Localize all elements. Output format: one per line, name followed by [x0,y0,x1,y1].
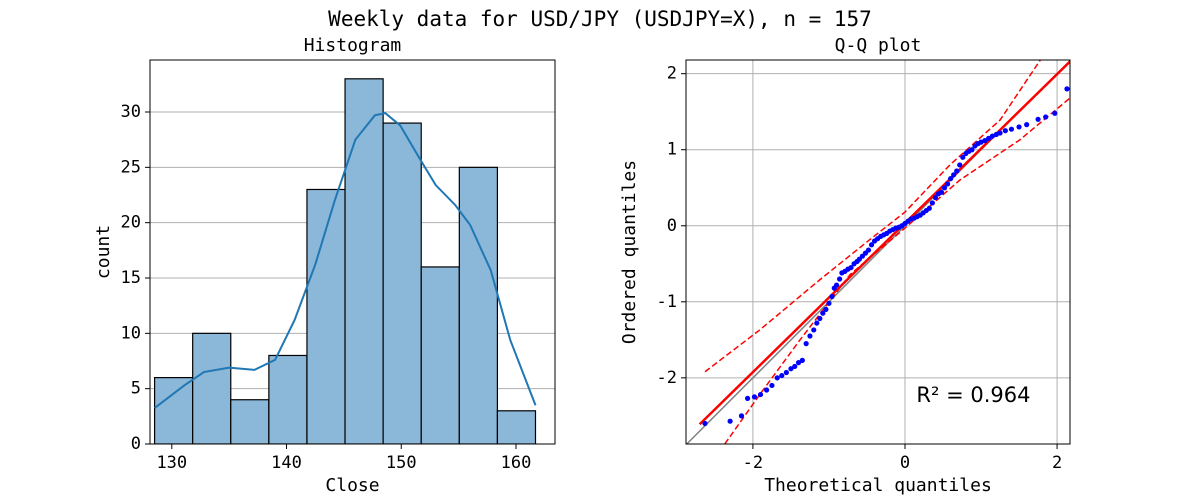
point [783,369,789,376]
y-tick-label: 1 [667,140,677,160]
y-tick-label: -2 [657,368,677,388]
point [926,205,932,211]
point [1035,116,1041,122]
y-tick-label: 10 [121,323,141,343]
axes-frame [685,59,1071,445]
point [929,200,935,206]
point [960,154,966,160]
point [779,372,785,379]
point [803,341,809,347]
point [932,195,939,201]
point [1008,126,1015,132]
point [1043,114,1049,120]
point [833,282,840,288]
axes-frame [149,59,556,445]
point [764,387,770,393]
point [774,375,780,381]
bar [420,266,460,444]
point [941,185,948,191]
point [807,333,813,339]
x-axis-label: Theoretical quantiles [764,475,992,496]
point [751,394,758,400]
point [795,360,802,366]
bar [344,78,384,444]
plot-area [150,78,555,444]
point [738,413,745,419]
x-tick-label: 0 [900,453,910,473]
y-tick-label: 0 [667,216,677,236]
point [788,366,794,372]
bar [230,399,270,444]
point [814,320,820,326]
fit-line [698,60,1070,426]
point [792,363,798,370]
plot-area [686,60,1070,444]
y-tick-label: 15 [121,268,141,288]
point [837,276,843,282]
x-tick-label: -2 [743,453,763,473]
point [1052,110,1058,116]
bar [192,332,232,444]
point [799,357,805,363]
point [865,247,872,253]
x-tick-label: 2 [1052,453,1062,473]
y-tick-label: 25 [121,157,141,177]
point [1064,86,1070,92]
point [954,168,960,174]
point [944,181,951,187]
point [986,135,992,141]
y-tick-label: 0 [131,434,141,454]
point [938,189,945,195]
point [969,147,975,153]
point [1024,122,1030,128]
point [702,420,708,427]
point [769,382,775,389]
point [1002,128,1008,134]
confidence-band [724,97,1070,444]
y-tick-label: 2 [667,64,677,84]
point [757,391,764,398]
y-axis-label: count [93,225,114,279]
bar [496,410,537,444]
bar [153,377,194,444]
bar [458,166,499,444]
y-axis-label: Ordered quantiles [619,160,640,344]
x-tick-label: 150 [386,453,417,473]
point [957,162,963,168]
y-tick-label: 20 [121,213,141,233]
bar [382,122,422,444]
subplot-title: Histogram [304,35,402,56]
point [848,264,854,271]
point [829,293,835,300]
subplot-title: Q-Q plot [835,35,922,56]
y-tick-label: -1 [657,292,677,312]
confidence-band [704,60,1041,373]
figure-title: Weekly data for USD/JPY (USDJPY=X), n = … [328,7,872,31]
point [811,327,817,333]
y-tick-label: 30 [121,102,141,122]
point [997,130,1003,136]
point [823,306,829,313]
point [727,418,733,424]
point [1016,124,1022,130]
x-tick-label: 160 [501,453,532,473]
point [948,176,954,182]
point [826,300,832,306]
point [868,242,875,248]
x-axis-label: Close [325,475,379,496]
point [817,315,823,322]
y-tick-label: 5 [131,379,141,399]
kde-line [153,112,537,409]
x-tick-label: 140 [271,453,302,473]
annotation: R² = 0.964 [916,383,1030,407]
bar [268,354,308,444]
point [982,138,988,144]
point [820,310,826,316]
point [951,172,957,178]
point [744,395,751,401]
x-tick-label: 130 [156,453,187,473]
